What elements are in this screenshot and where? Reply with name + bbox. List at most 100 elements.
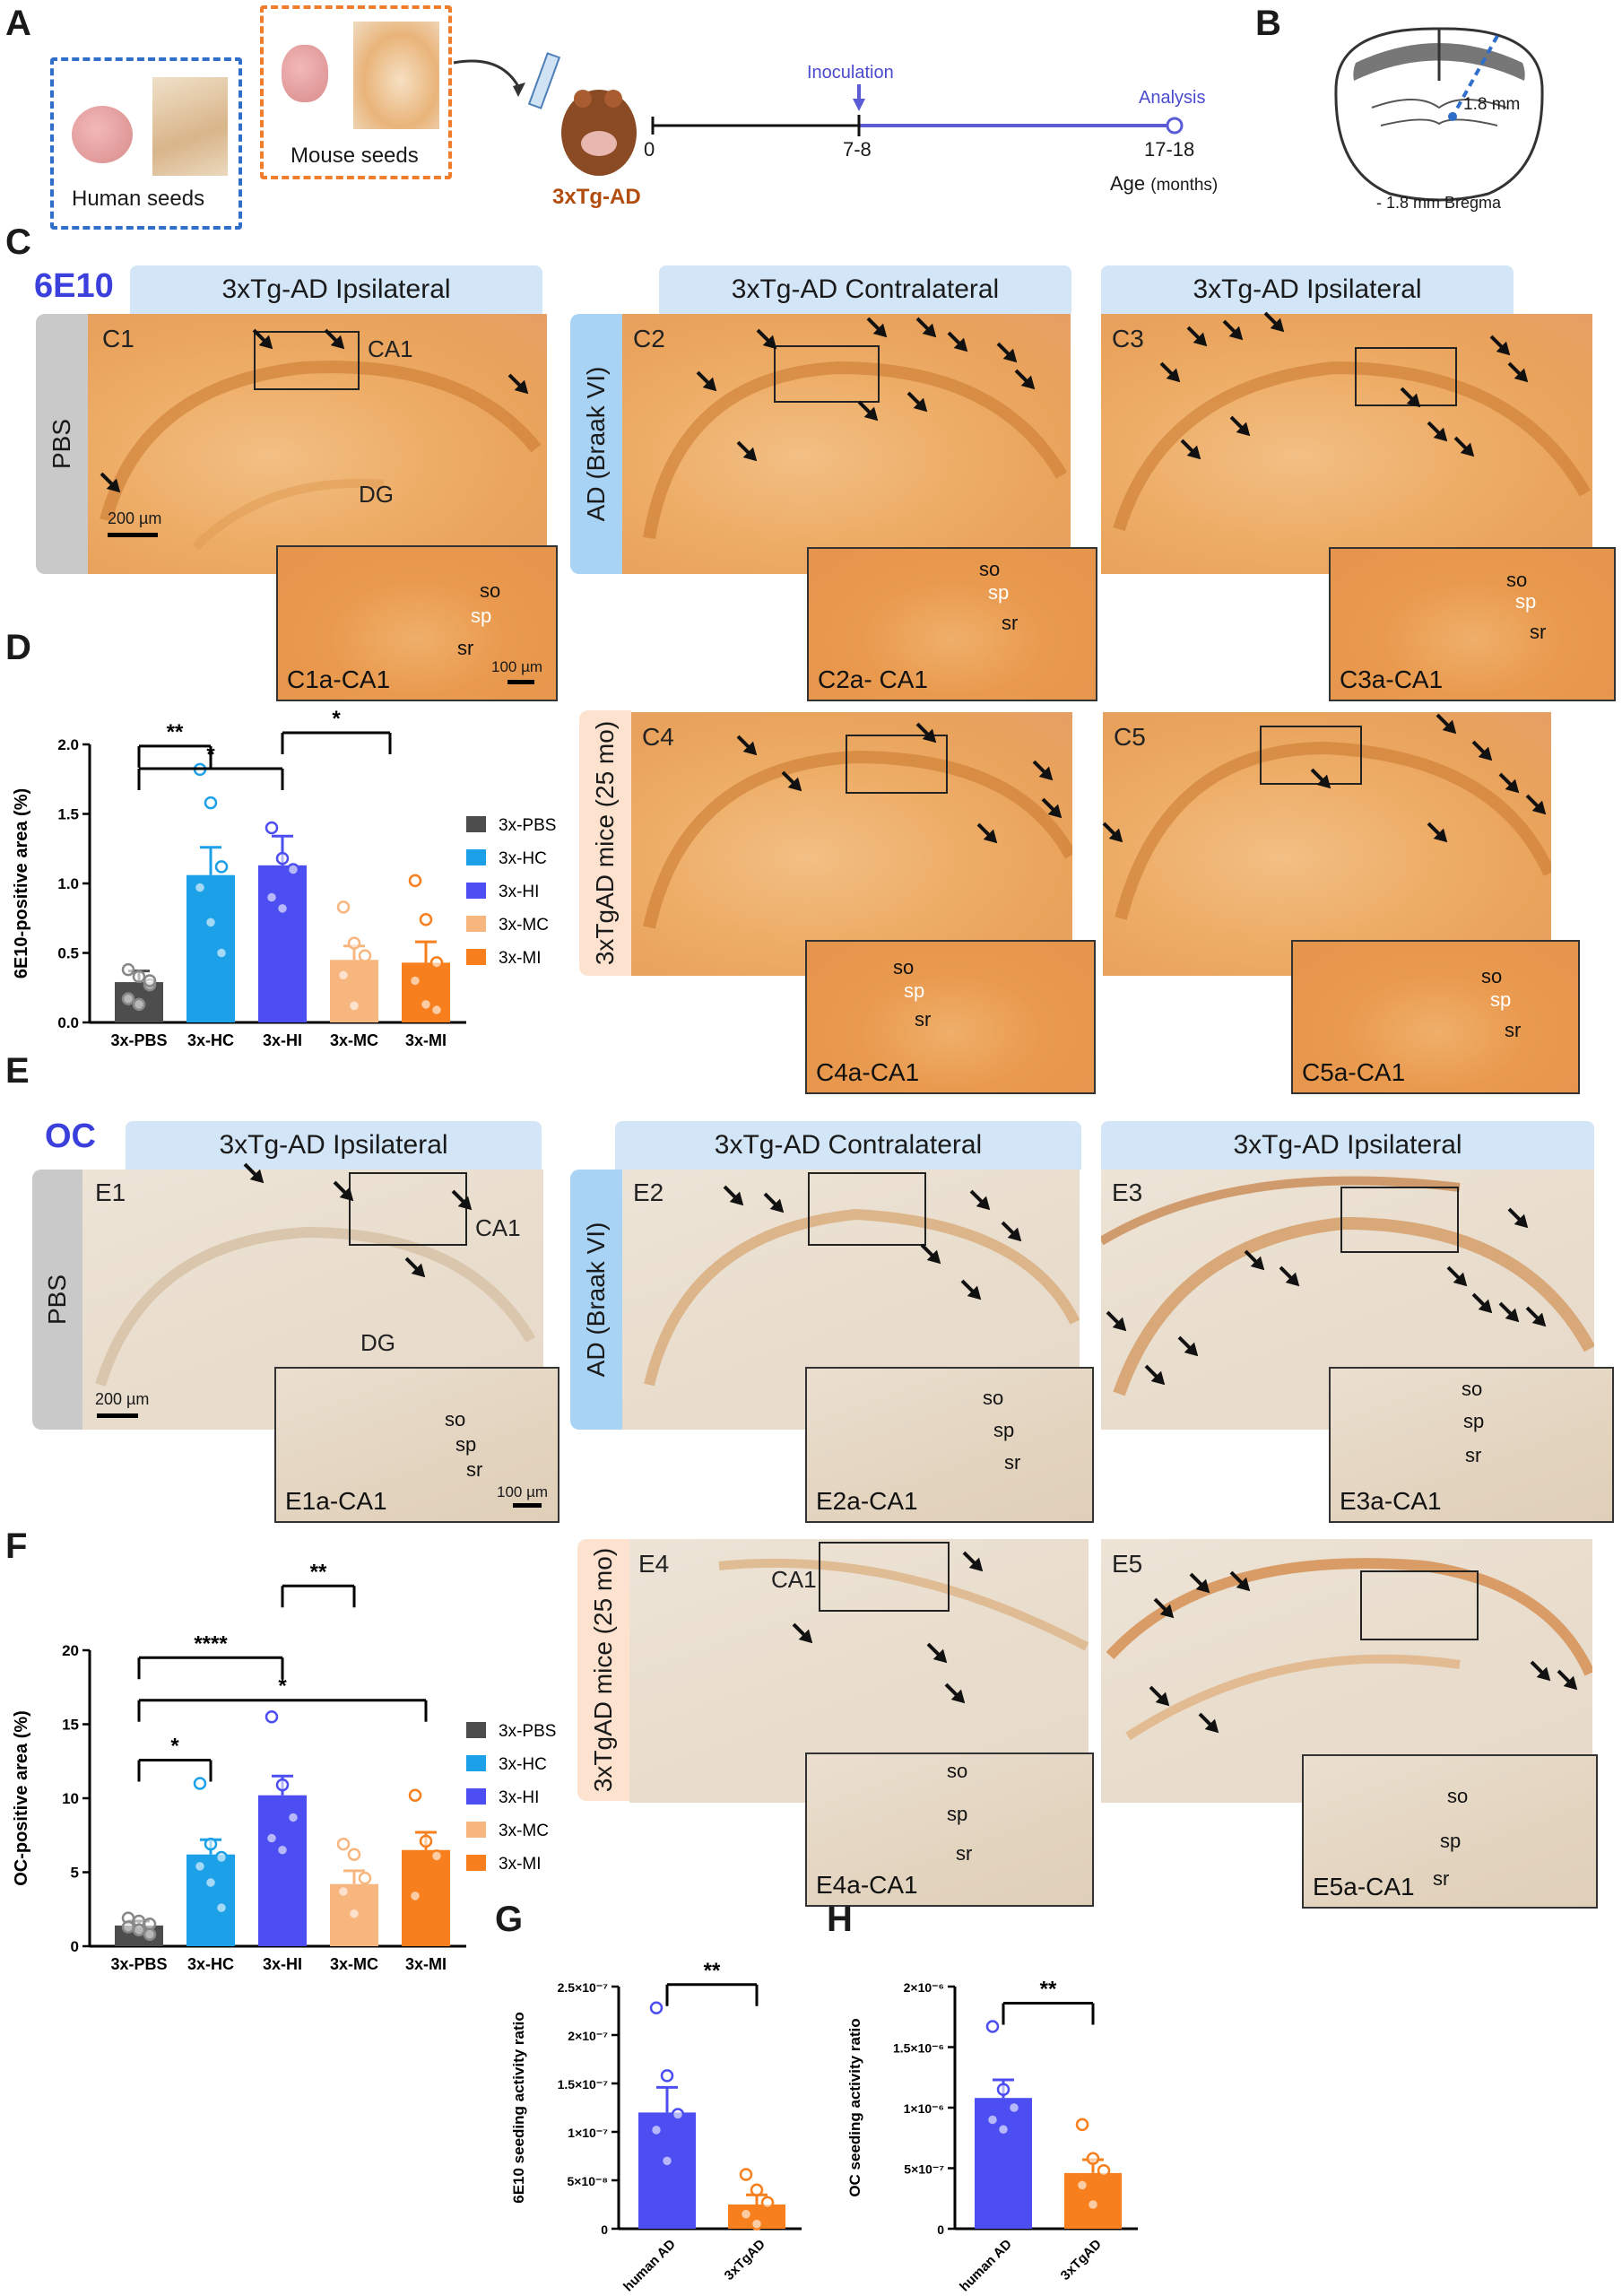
human-brain-illustration (72, 106, 133, 163)
data-point (265, 821, 279, 835)
x-tick-label: 3x-MC (330, 1031, 378, 1049)
legend-swatch (466, 816, 486, 832)
legend-label: 3x-HC (499, 849, 547, 868)
y-tick-label: 0 (71, 1938, 79, 1955)
significance-label: ** (704, 1959, 721, 1983)
data-point (265, 891, 279, 904)
scale-label-c1: 200 µm (108, 509, 162, 527)
data-point (132, 1923, 146, 1937)
micrograph-c5: C5 (1103, 712, 1551, 976)
tag-e3: E3 (1112, 1178, 1143, 1206)
layer-sr: sr (956, 1842, 973, 1865)
data-point (419, 997, 433, 1012)
legend-swatch (466, 1855, 486, 1871)
layer-sp: sp (471, 604, 492, 627)
data-point (760, 2196, 775, 2210)
significance-label: * (206, 743, 215, 767)
region-ca1-e1: CA1 (475, 1214, 521, 1241)
inset-label-e3a: E3a-CA1 (1340, 1487, 1442, 1515)
data-point (265, 1831, 279, 1845)
side-label-ad-e: AD (Braak VI) (570, 1170, 622, 1430)
y-axis-label: 6E10 seeding activity ratio (510, 2012, 527, 2204)
inset-c5a: so sp sr C5a-CA1 (1291, 940, 1580, 1094)
y-tick-label: 5 (71, 1865, 79, 1882)
side-label-pbs-c: PBS (36, 314, 88, 574)
y-tick-label: 0.5 (57, 945, 79, 962)
layer-so: so (480, 579, 501, 602)
legend-swatch (466, 849, 486, 865)
significance-label: * (170, 1735, 179, 1759)
legend-label: 3x-MC (499, 916, 549, 935)
x-tick-label: 3x-MC (330, 1955, 378, 1973)
data-point (1086, 2197, 1100, 2212)
legend-swatch (466, 1722, 486, 1738)
legend-swatch (466, 883, 486, 899)
data-point (408, 1788, 422, 1802)
layer-sr: sr (1433, 1867, 1450, 1890)
y-tick-label: 20 (62, 1642, 79, 1659)
legend-swatch (466, 1755, 486, 1771)
side-label-3xtg-e: 3xTgAD mice (25 mo) (577, 1539, 629, 1801)
analysis-marker (1166, 117, 1184, 135)
coronal-section-diagram (1334, 27, 1544, 202)
injection-arrow (453, 59, 522, 91)
region-dg-e1: DG (360, 1329, 395, 1356)
inset-label-c3a: C3a-CA1 (1340, 665, 1444, 693)
inoculation-arrow (853, 99, 865, 111)
mouse-seeds-label: Mouse seeds (291, 144, 419, 168)
mouse-brain-illustration (282, 45, 328, 102)
significance-label: ** (310, 1560, 327, 1584)
y-tick-label: 0 (601, 2222, 608, 2237)
tag-c5: C5 (1114, 723, 1146, 751)
data-point (1075, 2179, 1089, 2192)
significance-label: * (278, 1674, 287, 1699)
data-point (214, 1850, 229, 1865)
hippocampus-outline (643, 345, 1068, 540)
layer-sp: sp (947, 1803, 968, 1825)
micrograph-c2: C2 (622, 314, 1071, 574)
data-point (204, 1837, 218, 1851)
human-section-thumbnail (152, 77, 228, 176)
side-text: PBS (48, 418, 75, 470)
data-point (204, 1875, 218, 1890)
layer-sp: sp (1440, 1830, 1462, 1852)
syringe-icon (527, 52, 561, 109)
data-point (985, 2020, 1000, 2033)
data-point (265, 1710, 279, 1724)
bar-3x-MC (330, 960, 378, 1022)
data-point (985, 2113, 1000, 2126)
timeline-tick-17-18: 17-18 (1144, 138, 1195, 161)
layer-sp: sp (1515, 590, 1537, 613)
data-point (358, 1871, 372, 1885)
y-tick-label: 10 (62, 1790, 79, 1807)
legend-label: 3x-MC (499, 1822, 549, 1840)
timeline-tick-0: 0 (644, 138, 655, 161)
data-point (408, 874, 422, 888)
header-e-middle: 3xTg-AD Contralateral (615, 1121, 1081, 1170)
analysis-label: Analysis (1139, 88, 1206, 108)
data-point (419, 913, 433, 926)
data-point (275, 1778, 290, 1792)
header-c-left: 3xTg-AD Ipsilateral (130, 265, 542, 314)
x-tick-label: 3x-HC (187, 1955, 234, 1973)
inset-e5a: so sp sr E5a-CA1 (1302, 1754, 1598, 1909)
data-point (275, 901, 290, 916)
x-tick-label: 3x-MI (405, 1031, 447, 1049)
hippocampus-outline (1106, 1558, 1592, 1741)
panel-label-b: B (1255, 4, 1281, 43)
data-point (193, 1859, 207, 1874)
data-point (750, 2217, 764, 2231)
significance-label: **** (194, 1631, 228, 1656)
y-tick-label: 1.5×10⁻⁷ (558, 2077, 609, 2092)
scale-bar-e1a (513, 1503, 542, 1508)
x-tick-label: 3x-HC (187, 1031, 234, 1049)
hippocampus-outline (643, 735, 1072, 929)
y-tick-label: 2.5×10⁻⁷ (558, 1980, 609, 1995)
inset-label-e2a: E2a-CA1 (816, 1487, 918, 1515)
data-point (347, 999, 361, 1013)
micrograph-c3: C3 (1101, 314, 1592, 574)
legend-swatch (466, 916, 486, 932)
inset-label-c1a: C1a-CA1 (287, 665, 391, 693)
data-point (1075, 2118, 1089, 2132)
data-point (996, 2083, 1010, 2096)
